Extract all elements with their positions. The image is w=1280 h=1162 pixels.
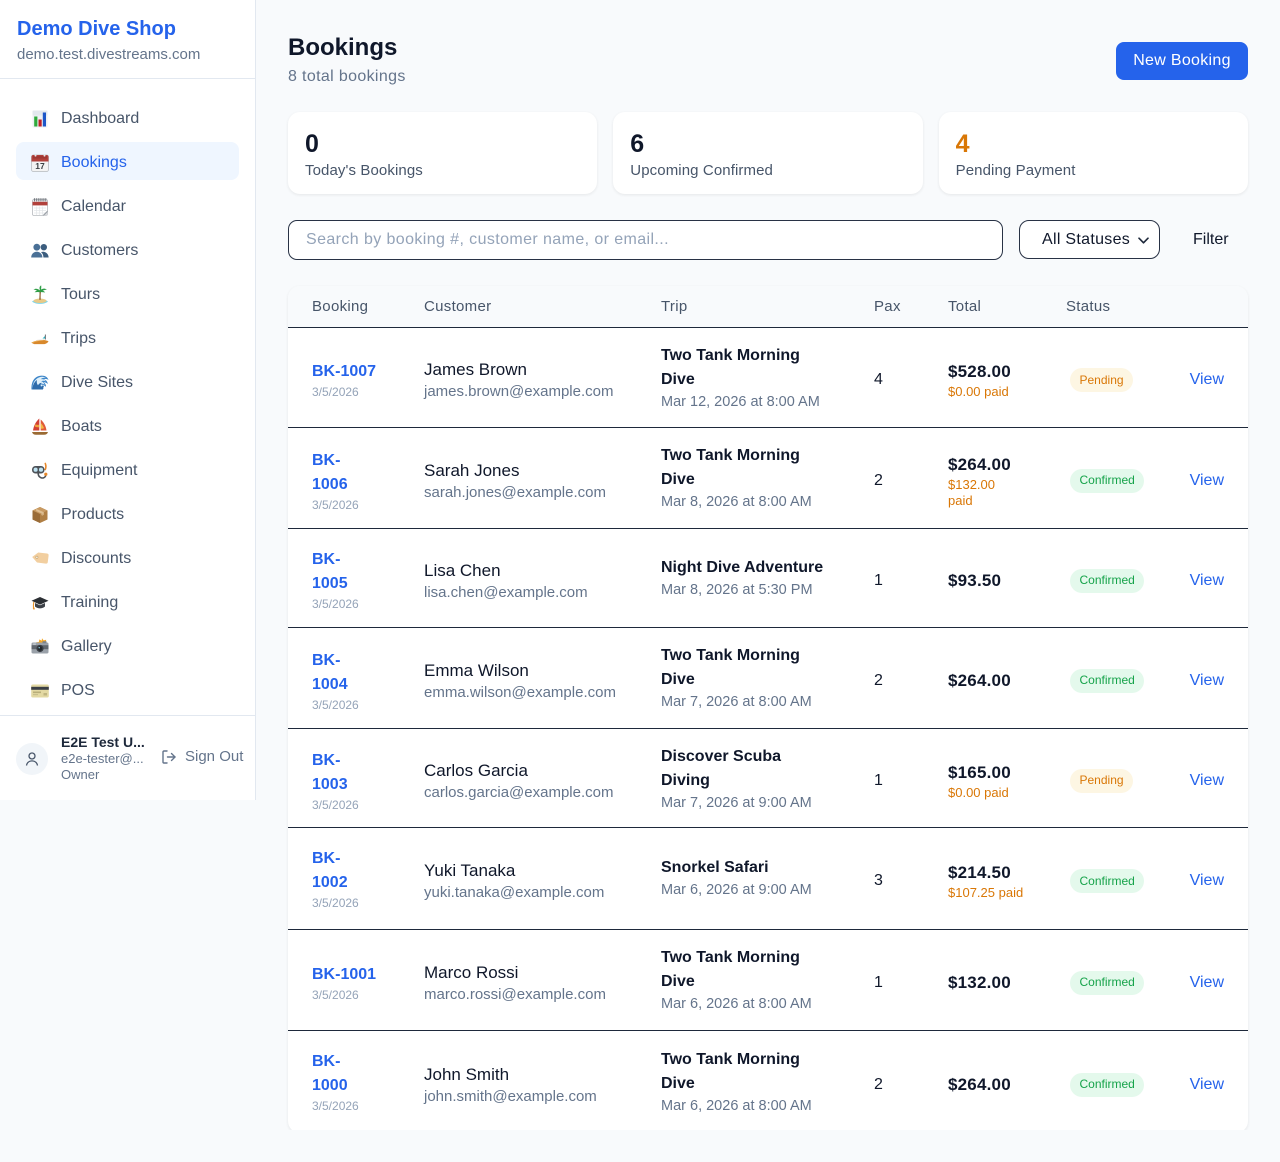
svg-text:17: 17 bbox=[35, 161, 45, 171]
